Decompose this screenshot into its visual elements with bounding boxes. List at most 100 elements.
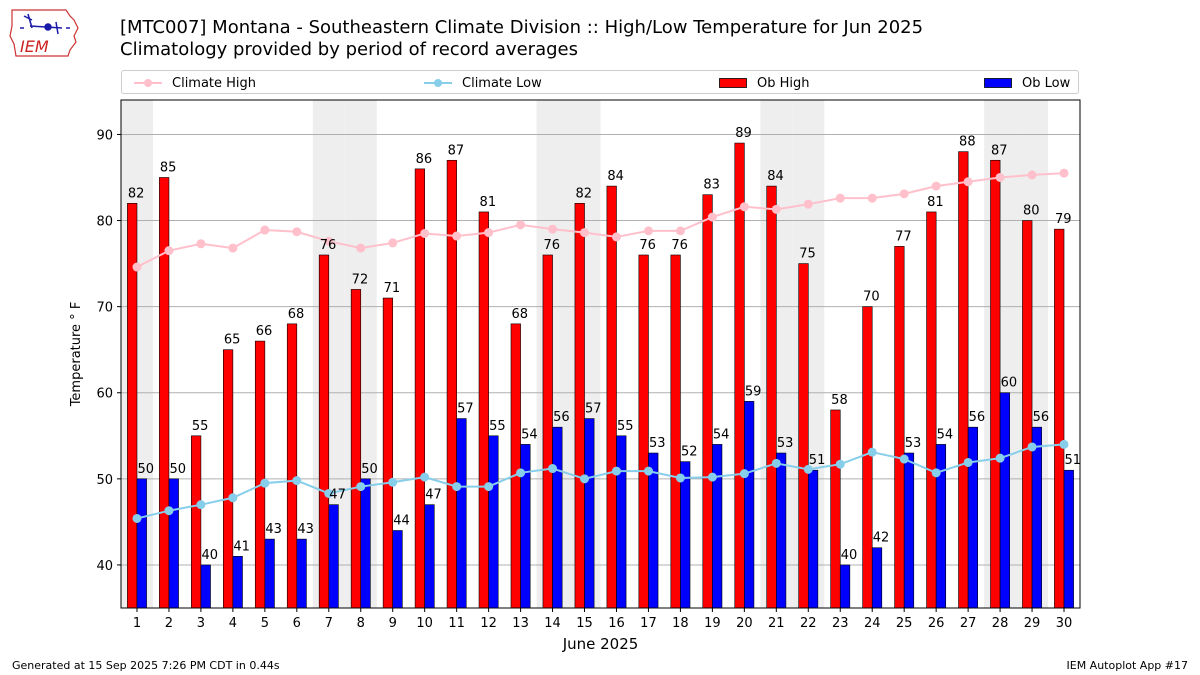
ob-high-bar [990, 159, 1001, 609]
legend-label: Ob High [757, 75, 810, 91]
ob-low-bar [456, 418, 467, 609]
ob-low-value-label: 60 [1001, 376, 1018, 391]
ob-low-bar [424, 504, 435, 609]
ob-low-bar [360, 478, 371, 609]
climate-low-point [1059, 439, 1069, 449]
climate-low-point [835, 459, 845, 469]
ob-high-bar [1022, 220, 1033, 609]
ob-low-value-label: 40 [201, 548, 218, 563]
climate-low-point [931, 468, 941, 478]
y-axis-label: Temperature ° F [69, 302, 84, 408]
ob-high-bar [191, 435, 202, 609]
ob-high-value-label: 80 [1023, 204, 1040, 219]
climate-low-point [580, 474, 590, 484]
ob-high-bar [574, 203, 585, 609]
ob-high-value-label: 81 [480, 195, 497, 210]
ob-low-bar [999, 392, 1010, 609]
ob-low-value-label: 54 [521, 427, 538, 442]
ob-high-bar [766, 185, 777, 609]
climate-high-point [356, 243, 366, 253]
climate-high-point [835, 193, 845, 203]
ob-low-bar [136, 478, 147, 609]
ob-low-bar [200, 564, 211, 609]
climate-low-point [995, 453, 1005, 463]
ob-high-value-label: 66 [256, 324, 273, 339]
climate-low-point [548, 464, 558, 474]
y-tick-label: 60 [96, 387, 113, 402]
ob-high-bar [670, 254, 681, 609]
y-tick-label: 80 [96, 215, 113, 230]
y-tick-label: 50 [96, 473, 113, 488]
x-tick-label: 22 [800, 616, 817, 631]
ob-high-bar [862, 306, 873, 609]
ob-high-bar [798, 263, 809, 609]
x-tick-label: 14 [544, 616, 561, 631]
ob-low-value-label: 53 [649, 436, 666, 451]
title-line-2: Climatology provided by period of record… [120, 39, 578, 60]
climate-high-point [771, 204, 781, 214]
ob-low-bar [680, 461, 691, 609]
climate-high-point [611, 232, 621, 242]
ob-high-value-label: 76 [671, 238, 688, 253]
ob-low-bar [1063, 469, 1074, 609]
legend-item-climate-high: Climate High [134, 74, 256, 92]
ob-high-bar [702, 194, 713, 609]
ob-high-value-label: 82 [575, 186, 592, 201]
ob-high-value-label: 87 [991, 143, 1008, 158]
ob-high-bar [254, 340, 266, 609]
climate-high-point [739, 202, 749, 212]
legend-label: Ob Low [1022, 75, 1071, 91]
legend-label: Climate High [172, 75, 257, 91]
ob-high-value-label: 76 [320, 238, 337, 253]
x-tick-label: 26 [928, 616, 945, 631]
ob-high-bar [318, 254, 330, 609]
ob-high-bar [1054, 228, 1065, 609]
climate-low-point [899, 454, 909, 464]
chart-title: [MTC007] Montana - Southeastern Climate … [120, 17, 923, 61]
climate-low-point [739, 469, 749, 479]
ob-high-bar [159, 177, 170, 609]
ob-high-value-label: 68 [288, 307, 305, 322]
x-tick-label: 25 [896, 616, 913, 631]
ob-high-value-label: 65 [224, 333, 241, 348]
ob-low-bar [871, 547, 883, 609]
climate-lines [132, 168, 1069, 523]
climate-low-point [643, 466, 653, 476]
legend-label: Climate Low [462, 75, 542, 91]
ob-low-bar [296, 538, 307, 609]
bar-value-labels: 82 50 85 50 55 40 65 41 66 43 68 43 76 47 72 50 71 44 86 47… [128, 126, 1081, 563]
climate-low-point [420, 472, 430, 482]
ob-low-bar [712, 444, 723, 609]
ob-low-bar [584, 418, 595, 609]
y-axis: 40 50 60 70 80 90 [96, 128, 121, 574]
ob-low-bar [552, 426, 563, 609]
ob-high-bar [446, 159, 457, 609]
ob-low-bar [488, 435, 499, 609]
climate-high-point [931, 181, 941, 191]
climate-high-point [707, 212, 717, 222]
ob-low-bar [807, 469, 819, 609]
climate-high-point [452, 231, 462, 241]
ob-low-bar [967, 426, 979, 609]
climate-high-point [516, 220, 526, 230]
climate-high-point [1059, 168, 1069, 178]
app-credit: IEM Autoplot App #17 [1066, 659, 1189, 672]
ob-low-value-label: 56 [969, 410, 986, 425]
climate-high-point [899, 189, 909, 199]
ob-low-value-label: 41 [233, 539, 250, 554]
climate-low-point [707, 472, 717, 482]
climate-high-point [228, 243, 238, 253]
ob-high-bar [734, 142, 745, 609]
climate-low-point [867, 447, 877, 457]
ob-high-value-label: 83 [703, 178, 720, 193]
x-tick-label: 9 [389, 616, 397, 631]
climate-low-point [356, 482, 366, 492]
ob-low-value-label: 44 [393, 514, 410, 529]
ob-high-value-label: 84 [767, 169, 784, 184]
grid-lines [121, 133, 1080, 566]
ob-high-bar [510, 323, 521, 609]
climate-high-point [963, 177, 973, 187]
ob-low-value-label: 43 [265, 522, 282, 537]
ob-low-value-label: 50 [138, 462, 155, 477]
